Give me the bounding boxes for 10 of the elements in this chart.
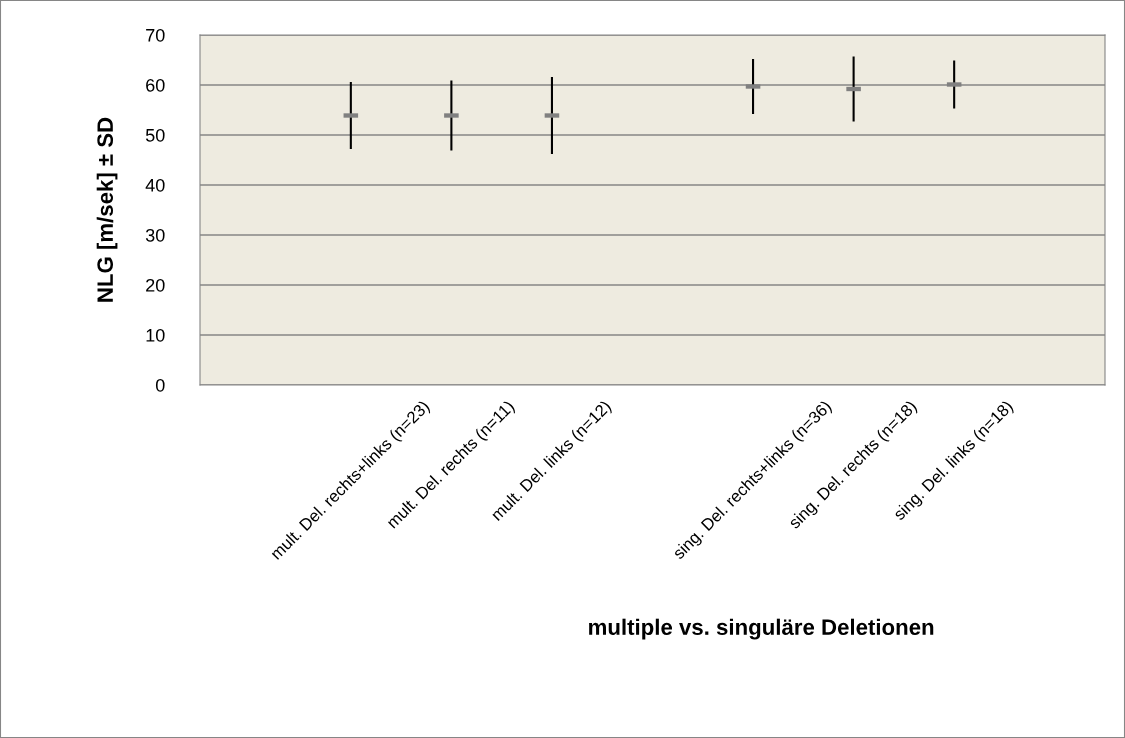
y-tick-label: 30: [145, 228, 165, 242]
x-axis-title: multiple vs. singuläre Deletionen: [589, 618, 934, 640]
y-tick-label: 20: [146, 278, 165, 292]
y-tick-label: 10: [146, 328, 165, 342]
y-tick-label: 40: [145, 178, 165, 192]
y-tick-label: 50: [145, 128, 165, 142]
y-tick-label: 0: [155, 378, 165, 392]
y-axis-title: NLG [m/sek] ± SD: [96, 117, 118, 302]
y-tick-label: 70: [146, 28, 165, 42]
y-tick-label: 60: [146, 78, 165, 92]
